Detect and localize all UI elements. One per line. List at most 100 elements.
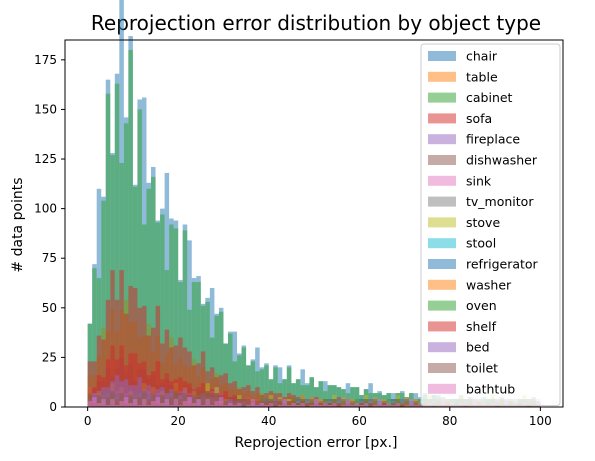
bar-sofa [227, 383, 233, 407]
y-axis-label: # data points [10, 177, 26, 272]
bar-refrigerator [327, 399, 333, 407]
y-tick-label: 50 [42, 301, 57, 315]
bar-cabinet [350, 387, 355, 407]
bar-bathtub [114, 405, 120, 407]
bar-bathtub [101, 399, 106, 407]
bar-cabinet [241, 347, 247, 407]
bar-toilet [300, 399, 305, 407]
bar-bathtub [110, 399, 115, 407]
legend-label: oven [466, 298, 497, 313]
bar-bathtub [332, 403, 337, 407]
bar-bathtub [187, 397, 192, 407]
bar-toilet [209, 399, 215, 407]
legend-label: bed [466, 340, 490, 355]
bar-toilet [277, 399, 283, 407]
bar-cabinet [318, 381, 324, 407]
bar-shelf [178, 377, 183, 407]
bar-shelf [241, 399, 247, 407]
bar-bathtub [309, 405, 314, 407]
legend-swatch [428, 217, 456, 228]
bar-bathtub [232, 405, 238, 407]
bar-sofa [255, 387, 260, 407]
bar-toilet [87, 393, 93, 407]
bar-toilet [286, 401, 292, 407]
legend-swatch [428, 71, 456, 82]
bar-bathtub [277, 405, 283, 407]
bar-shelf [209, 389, 215, 407]
bar-toilet [96, 395, 102, 407]
bar-shelf [155, 361, 161, 407]
y-tick-label: 125 [34, 152, 57, 166]
legend-swatch [428, 51, 456, 61]
bar-refrigerator [400, 399, 405, 407]
bar-toilet [268, 399, 274, 407]
chart-title: Reprojection error distribution by objec… [91, 11, 541, 35]
bar-cabinet [327, 385, 333, 407]
bar-refrigerator [336, 399, 342, 407]
y-tick-label: 0 [49, 400, 57, 414]
bar-bed [123, 379, 129, 407]
legend-label: table [466, 69, 498, 84]
legend-swatch [428, 134, 456, 145]
bar-oven [418, 399, 423, 407]
bar-bathtub [119, 401, 124, 407]
bar-toilet [332, 399, 337, 407]
bar-sofa [87, 361, 93, 407]
bar-bathtub [323, 403, 328, 407]
bar-bathtub [395, 403, 401, 407]
bar-sofa [110, 270, 115, 407]
bar-bed [101, 387, 106, 407]
legend-label: dishwasher [466, 153, 538, 168]
legend-label: bathtub [466, 381, 515, 396]
bar-bathtub [246, 405, 251, 407]
bar-refrigerator [390, 399, 396, 407]
bar-cabinet [286, 367, 292, 407]
bar-cabinet [105, 93, 111, 407]
y-tick-label: 175 [34, 53, 57, 67]
bar-cabinet [191, 282, 197, 407]
bar-cabinet [259, 369, 265, 407]
bar-shelf [232, 395, 238, 407]
bar-bathtub [196, 399, 201, 407]
legend-swatch [428, 363, 456, 373]
bar-bathtub [363, 403, 369, 407]
bar-sofa [232, 381, 238, 407]
bar-bathtub [345, 401, 351, 407]
legend-label: stove [466, 215, 500, 230]
bar-refrigerator [295, 399, 301, 407]
bar-sofa [164, 329, 170, 407]
bar-sofa [128, 285, 133, 407]
legend-swatch [428, 238, 456, 249]
bar-toilet [304, 403, 310, 407]
bar-bathtub [250, 401, 256, 407]
bar-bathtub [300, 403, 305, 407]
legend-label: sofa [466, 111, 492, 126]
bar-bathtub [96, 403, 102, 407]
bar-bathtub [268, 403, 274, 407]
bar-oven [386, 399, 391, 407]
bar-shelf [119, 345, 124, 407]
bar-refrigerator [359, 399, 364, 407]
bar-sofa [196, 363, 201, 407]
bar-toilet [105, 397, 111, 407]
legend-swatch [428, 92, 456, 103]
bar-cabinet [128, 49, 133, 408]
bar-bathtub [418, 403, 423, 407]
x-tick-label: 0 [84, 414, 92, 428]
bar-toilet [119, 393, 124, 407]
bar-cabinet [196, 282, 201, 407]
bar-cabinet [354, 387, 360, 407]
bar-cabinet [123, 123, 129, 408]
bar-bathtub [227, 403, 233, 407]
bar-bathtub [372, 405, 378, 407]
x-tick-label: 100 [529, 414, 552, 428]
bar-bathtub [327, 405, 333, 407]
legend: chair table cabinet sofa fireplace dishwasher… [420, 43, 561, 407]
bar-sofa [182, 347, 188, 407]
bar-shelf [164, 373, 170, 407]
bar-toilet [400, 403, 405, 407]
bar-bathtub [92, 397, 97, 407]
bar-refrigerator [304, 399, 310, 407]
bar-bathtub [255, 405, 260, 407]
legend-label: chair [466, 49, 498, 64]
